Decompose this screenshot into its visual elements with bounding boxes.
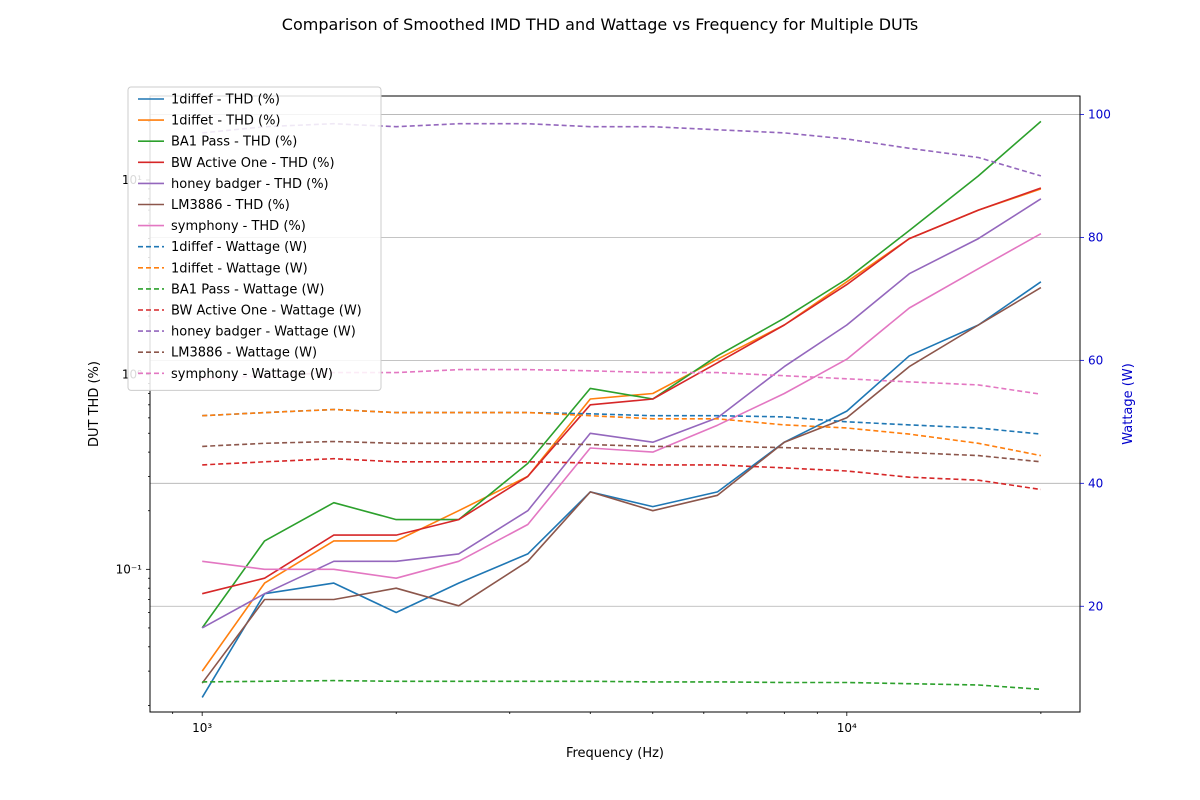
legend-label: BW Active One - THD (%) bbox=[171, 156, 335, 171]
y2-tick-label: 20 bbox=[1088, 599, 1103, 613]
y-axis-right: 20 40 60 80 100 bbox=[1080, 107, 1111, 613]
series-line-0 bbox=[201, 281, 1042, 698]
legend-label: 1diffef - Wattage (W) bbox=[171, 240, 307, 255]
series-line-7 bbox=[202, 408, 1041, 435]
series-line-12 bbox=[202, 440, 1041, 463]
series-line-6 bbox=[202, 233, 1042, 580]
legend-box bbox=[127, 86, 382, 391]
x-tick-label: 10³ bbox=[192, 721, 212, 735]
legend-label: honey badger - Wattage (W) bbox=[171, 325, 356, 340]
legend-label: symphony - Wattage (W) bbox=[171, 367, 333, 382]
series-line-10 bbox=[202, 457, 1042, 491]
series-line-4 bbox=[201, 198, 1042, 629]
x-tick-label: 10⁴ bbox=[837, 721, 857, 735]
series-line-13 bbox=[202, 368, 1042, 395]
legend-label: 1diffef - THD (%) bbox=[171, 93, 280, 108]
series-line-3 bbox=[202, 187, 1042, 595]
plot-lines bbox=[201, 120, 1042, 698]
y-axis-label: DUT THD (%) bbox=[87, 361, 102, 447]
plot-frame bbox=[149, 95, 1081, 713]
series-line-2 bbox=[201, 120, 1042, 629]
x-axis: 10³ 10⁴ bbox=[172, 712, 1042, 735]
legend-label: honey badger - THD (%) bbox=[171, 177, 329, 192]
y-tick-label: 10⁻¹ bbox=[116, 562, 143, 576]
series-line-8 bbox=[202, 408, 1042, 457]
x-axis-label: Frequency (Hz) bbox=[566, 746, 664, 761]
legend-label: symphony - THD (%) bbox=[171, 219, 306, 234]
series-line-11 bbox=[202, 122, 1042, 177]
y2-tick-label: 40 bbox=[1088, 476, 1103, 490]
y2-axis-label: Wattage (W) bbox=[1121, 363, 1136, 445]
legend-label: BW Active One - Wattage (W) bbox=[171, 304, 362, 319]
legend-label: LM3886 - Wattage (W) bbox=[171, 346, 317, 361]
legend-label: 1diffet - Wattage (W) bbox=[171, 261, 308, 276]
legend: 1diffef - THD (%) 1diffet - THD (%) BA1 Pa… bbox=[127, 86, 382, 391]
y2-tick-label: 80 bbox=[1088, 230, 1103, 244]
series-line-5 bbox=[201, 286, 1042, 684]
y2-tick-label: 60 bbox=[1088, 353, 1103, 367]
legend-label: LM3886 - THD (%) bbox=[171, 198, 290, 213]
chart-title: Comparison of Smoothed IMD THD and Watta… bbox=[282, 15, 918, 34]
legend-label: 1diffet - THD (%) bbox=[171, 114, 281, 129]
y2-tick-label: 100 bbox=[1088, 107, 1111, 121]
series-line-9 bbox=[202, 679, 1041, 691]
legend-label: BA1 Pass - Wattage (W) bbox=[171, 282, 324, 297]
legend-label: BA1 Pass - THD (%) bbox=[171, 135, 297, 150]
